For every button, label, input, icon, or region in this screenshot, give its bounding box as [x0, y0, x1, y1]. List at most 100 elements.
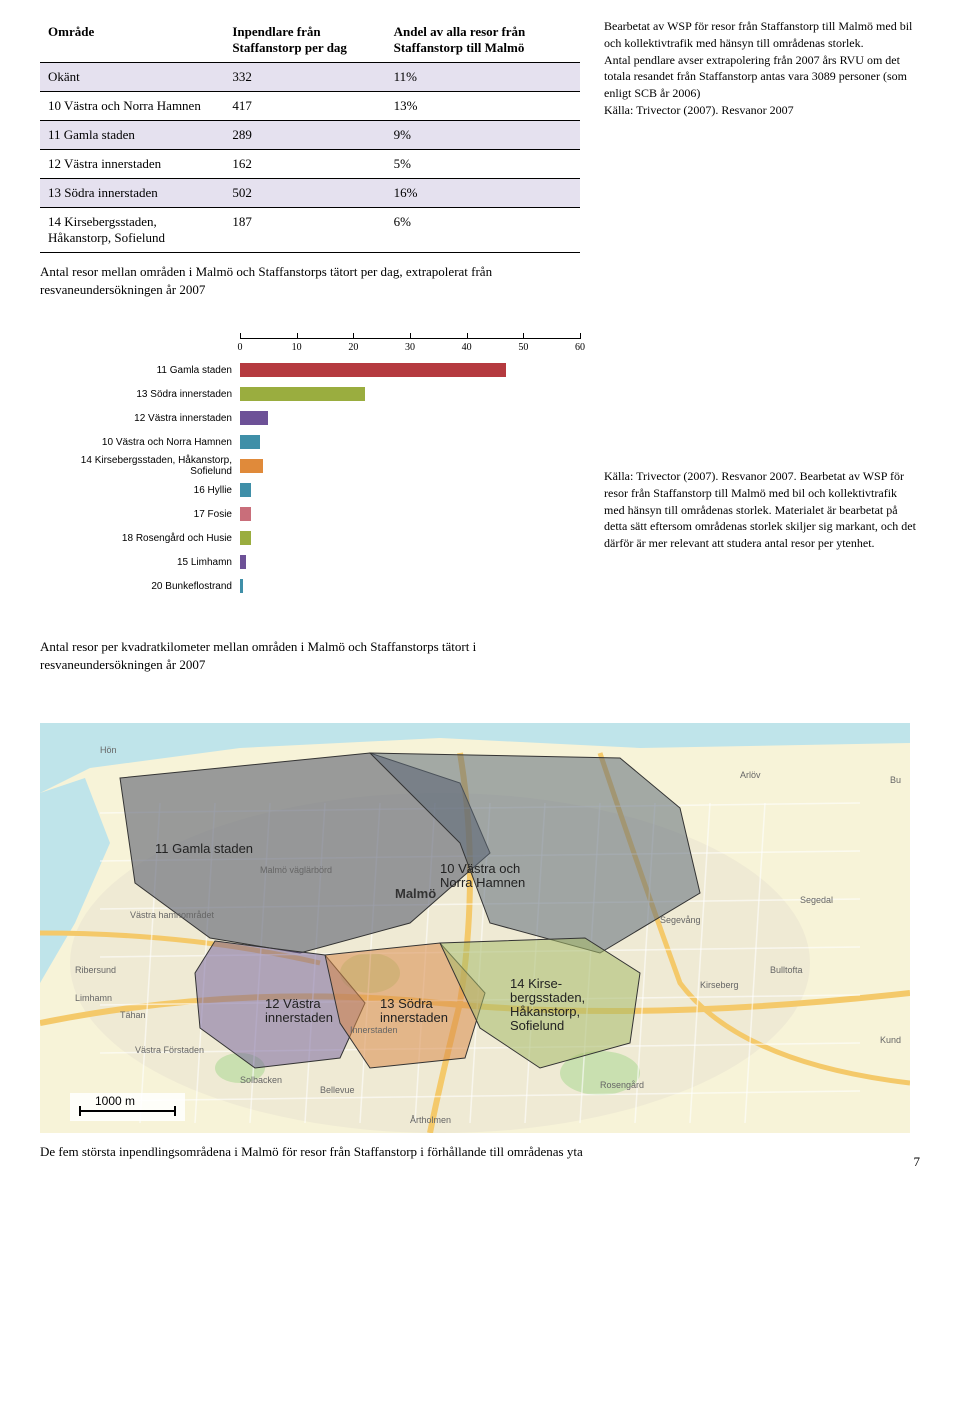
bar-fill: [240, 483, 251, 497]
chart-x-axis: 0102030405060: [240, 338, 580, 358]
svg-text:Arlöv: Arlöv: [740, 770, 761, 780]
bar-label: 11 Gamla staden: [40, 365, 240, 376]
col-share: Andel av alla resor från Staffanstorp ti…: [386, 18, 580, 63]
cell-commuters: 162: [224, 150, 385, 179]
svg-text:1000 m: 1000 m: [95, 1094, 135, 1108]
cell-area: 14 Kirsebergsstaden, Håkanstorp, Sofielu…: [40, 208, 224, 253]
bar-row: 13 Södra innerstaden: [40, 382, 580, 406]
svg-text:Malmö väglärbörd: Malmö väglärbörd: [260, 865, 332, 875]
svg-text:Västra hamnområdet: Västra hamnområdet: [130, 910, 215, 920]
table-row: Okänt33211%: [40, 63, 580, 92]
bar-row: 15 Limhamn: [40, 550, 580, 574]
svg-text:Kirseberg: Kirseberg: [700, 980, 739, 990]
cell-area: 10 Västra och Norra Hamnen: [40, 92, 224, 121]
xaxis-tick-label: 20: [348, 342, 358, 353]
cell-share: 9%: [386, 121, 580, 150]
svg-text:Bu: Bu: [890, 775, 901, 785]
bar-fill: [240, 507, 251, 521]
svg-text:Sofielund: Sofielund: [510, 1018, 564, 1033]
bar-label: 14 Kirsebergsstaden, Håkanstorp, Sofielu…: [40, 455, 240, 477]
svg-text:12 Västra: 12 Västra: [265, 996, 321, 1011]
svg-text:Hön: Hön: [100, 745, 117, 755]
cell-area: 12 Västra innerstaden: [40, 150, 224, 179]
bar-label: 18 Rosengård och Husie: [40, 533, 240, 544]
cell-area: Okänt: [40, 63, 224, 92]
table-row: 10 Västra och Norra Hamnen41713%: [40, 92, 580, 121]
bar-label: 16 Hyllie: [40, 485, 240, 496]
table-row: 14 Kirsebergsstaden, Håkanstorp, Sofielu…: [40, 208, 580, 253]
bar-fill: [240, 435, 260, 449]
cell-commuters: 332: [224, 63, 385, 92]
bar-fill: [240, 579, 243, 593]
bar-row: 16 Hyllie: [40, 478, 580, 502]
cell-commuters: 187: [224, 208, 385, 253]
svg-text:11 Gamla staden: 11 Gamla staden: [155, 841, 253, 856]
cell-share: 5%: [386, 150, 580, 179]
table-row: 12 Västra innerstaden1625%: [40, 150, 580, 179]
svg-text:Segedal: Segedal: [800, 895, 833, 905]
map-caption: De fem största inpendlingsområdena i Mal…: [40, 1143, 920, 1161]
bar-row: 20 Bunkeflostrand: [40, 574, 580, 598]
cell-share: 13%: [386, 92, 580, 121]
bar-row: 18 Rosengård och Husie: [40, 526, 580, 550]
bar-fill: [240, 459, 263, 473]
svg-text:Kund: Kund: [880, 1035, 901, 1045]
cell-commuters: 417: [224, 92, 385, 121]
cell-share: 16%: [386, 179, 580, 208]
table-side-note: Bearbetat av WSP för resor från Staffans…: [604, 18, 920, 298]
xaxis-tick-label: 50: [518, 342, 528, 353]
xaxis-tick-label: 10: [292, 342, 302, 353]
bar-row: 10 Västra och Norra Hamnen: [40, 430, 580, 454]
svg-text:Västra Förstaden: Västra Förstaden: [135, 1045, 204, 1055]
bar-row: 14 Kirsebergsstaden, Håkanstorp, Sofielu…: [40, 454, 580, 478]
cell-share: 6%: [386, 208, 580, 253]
malmo-map: 11 Gamla staden 10 Västra ochNorra Hamnen…: [40, 723, 910, 1133]
bar-label: 12 Västra innerstaden: [40, 413, 240, 424]
table-row: 11 Gamla staden2899%: [40, 121, 580, 150]
table-row: 13 Södra innerstaden50216%: [40, 179, 580, 208]
svg-text:Håkanstorp,: Håkanstorp,: [510, 1004, 580, 1019]
svg-text:Innerstaden: Innerstaden: [350, 1025, 398, 1035]
svg-text:Rosengård: Rosengård: [600, 1080, 644, 1090]
cell-share: 11%: [386, 63, 580, 92]
bar-label: 13 Södra innerstaden: [40, 389, 240, 400]
svg-text:innerstaden: innerstaden: [380, 1010, 448, 1025]
svg-text:Malmö: Malmö: [395, 886, 436, 901]
svg-text:Norra Hamnen: Norra Hamnen: [440, 875, 525, 890]
svg-text:Bellevue: Bellevue: [320, 1085, 355, 1095]
xaxis-tick-label: 60: [575, 342, 585, 353]
svg-text:Segevång: Segevång: [660, 915, 701, 925]
chart-caption: Antal resor per kvadratkilometer mellan …: [40, 638, 580, 673]
bar-row: 17 Fosie: [40, 502, 580, 526]
cell-area: 13 Södra innerstaden: [40, 179, 224, 208]
svg-text:Tähan: Tähan: [120, 1010, 146, 1020]
svg-text:Ribersund: Ribersund: [75, 965, 116, 975]
svg-text:10 Västra och: 10 Västra och: [440, 861, 520, 876]
svg-text:13 Södra: 13 Södra: [380, 996, 434, 1011]
map-caption-text: De fem största inpendlingsområdena i Mal…: [40, 1144, 583, 1159]
page-number: 7: [914, 1153, 921, 1171]
svg-text:Limhamn: Limhamn: [75, 993, 112, 1003]
bar-label: 10 Västra och Norra Hamnen: [40, 437, 240, 448]
bar-row: 12 Västra innerstaden: [40, 406, 580, 430]
xaxis-tick-label: 0: [238, 342, 243, 353]
cell-commuters: 502: [224, 179, 385, 208]
svg-text:Årtholmen: Årtholmen: [410, 1115, 451, 1125]
table-caption: Antal resor mellan områden i Malmö och S…: [40, 263, 580, 298]
bar-label: 20 Bunkeflostrand: [40, 581, 240, 592]
cell-area: 11 Gamla staden: [40, 121, 224, 150]
bar-fill: [240, 555, 246, 569]
bar-fill: [240, 531, 251, 545]
svg-text:bergsstaden,: bergsstaden,: [510, 990, 585, 1005]
cell-commuters: 289: [224, 121, 385, 150]
xaxis-tick-label: 30: [405, 342, 415, 353]
svg-text:innerstaden: innerstaden: [265, 1010, 333, 1025]
bar-label: 17 Fosie: [40, 509, 240, 520]
commuter-table: Område Inpendlare från Staffanstorp per …: [40, 18, 580, 253]
bar-fill: [240, 363, 506, 377]
xaxis-tick-label: 40: [462, 342, 472, 353]
col-commuters: Inpendlare från Staffanstorp per dag: [224, 18, 385, 63]
col-area: Område: [40, 18, 224, 63]
bar-fill: [240, 411, 268, 425]
chart-side-note: Källa: Trivector (2007). Resvanor 2007. …: [604, 338, 920, 673]
